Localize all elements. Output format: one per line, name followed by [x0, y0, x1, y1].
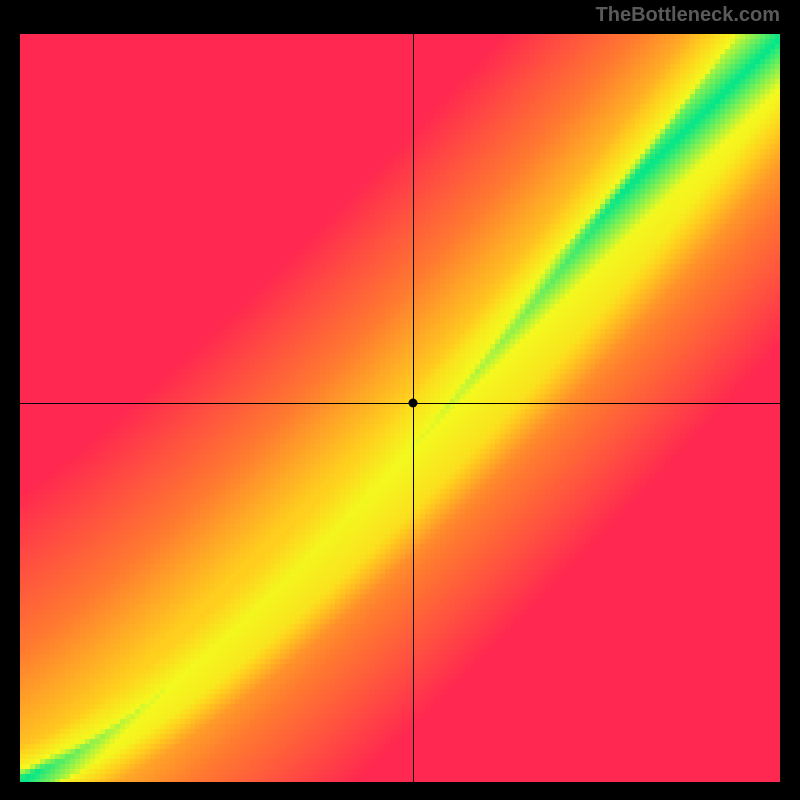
heatmap-canvas: [20, 34, 780, 782]
bottleneck-heatmap: [20, 34, 780, 782]
crosshair-horizontal: [20, 403, 780, 404]
watermark-text: TheBottleneck.com: [596, 4, 780, 27]
crosshair-marker: [408, 398, 417, 407]
crosshair-vertical: [413, 34, 414, 782]
